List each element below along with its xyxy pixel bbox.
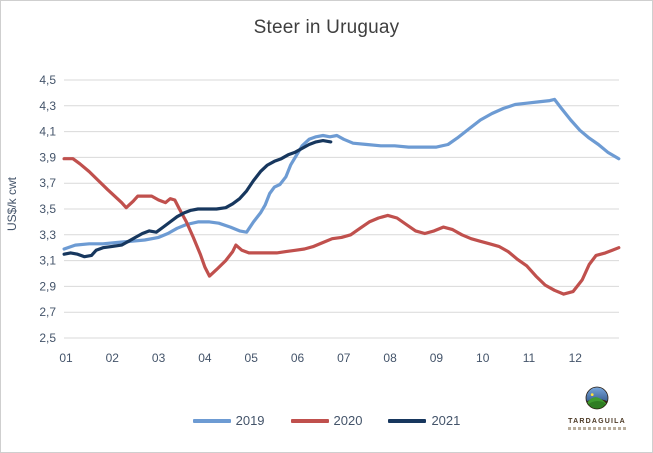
series-line-2020	[62, 157, 621, 296]
legend-item-2020: 2020	[290, 413, 363, 428]
x-tick-label: 03	[152, 351, 166, 365]
legend-item-2021: 2021	[388, 413, 460, 428]
legend-label: 2021	[431, 413, 461, 428]
legend-line-swatch-2019	[192, 418, 231, 423]
y-tick-label: 3,3	[39, 228, 56, 242]
legend-label: 2019	[235, 413, 265, 428]
x-tick-label: 08	[383, 351, 397, 365]
x-tick-label: 07	[337, 351, 351, 365]
x-tick-label: 12	[569, 351, 583, 365]
legend-line-swatch-2021	[388, 418, 427, 423]
x-tick-label: 04	[198, 351, 212, 365]
legend-line-swatch-2020	[290, 418, 329, 423]
y-tick-label: 4,3	[39, 99, 56, 113]
series-line-2021	[62, 139, 333, 259]
y-tick-label: 3,9	[39, 150, 56, 164]
chart-title: Steer in Uruguay	[253, 17, 400, 38]
x-tick-label: 10	[476, 351, 490, 365]
y-tick-label: 2,9	[39, 279, 56, 293]
y-tick-label: 4,1	[39, 125, 56, 139]
x-tick-label: 06	[291, 351, 305, 365]
x-tick-label: 05	[245, 351, 259, 365]
chart-legend: 2019 2020 2021	[1, 413, 652, 428]
y-tick-label: 3,1	[39, 254, 56, 268]
series-line-2019	[62, 97, 621, 251]
y-tick-label: 3,7	[39, 176, 56, 190]
x-tick-label: 09	[430, 351, 444, 365]
legend-item-2019: 2019	[192, 413, 265, 428]
x-tick-label: 02	[106, 351, 120, 365]
tardaguila-logo: TARDAGUILA	[561, 386, 633, 430]
x-tick-label: 11	[523, 351, 536, 365]
y-tick-label: 2,5	[39, 331, 56, 345]
y-tick-label: 3,5	[39, 202, 56, 216]
globe-icon	[585, 386, 609, 410]
y-tick-label: 2,7	[39, 305, 56, 319]
x-tick-label: 01	[59, 351, 73, 365]
logo-subtext-row	[568, 427, 626, 430]
legend-label: 2020	[333, 413, 363, 428]
y-tick-label: 4,5	[39, 73, 56, 87]
logo-wordmark: TARDAGUILA	[568, 418, 626, 425]
